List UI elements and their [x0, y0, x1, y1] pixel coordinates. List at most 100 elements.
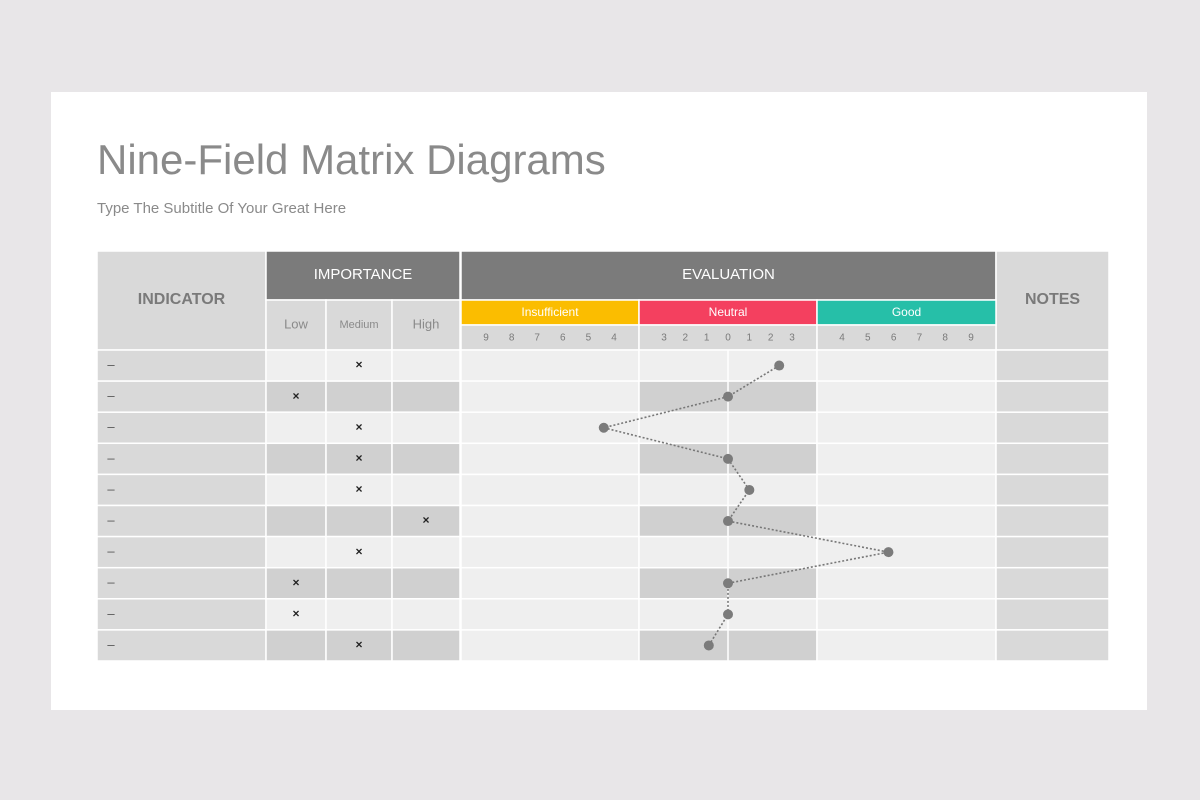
evaluation-cell	[816, 504, 997, 538]
evaluation-cell	[816, 535, 997, 569]
evaluation-point	[703, 640, 714, 651]
evaluation-cell	[816, 442, 997, 476]
importance-cell	[265, 598, 327, 631]
importance-cell	[265, 473, 327, 507]
importance-header-label: IMPORTANCE	[314, 266, 413, 283]
importance-mark: ×	[355, 638, 362, 652]
importance-mark: ×	[292, 607, 299, 621]
importance-cell	[391, 473, 461, 507]
tick-label: 9	[483, 333, 489, 344]
importance-header	[265, 250, 461, 301]
importance-mark: ×	[355, 451, 362, 465]
importance-mark: ×	[355, 482, 362, 496]
evaluation-cell	[816, 349, 997, 382]
level-label: High	[413, 316, 440, 331]
evaluation-cell	[816, 598, 997, 631]
evaluation-point	[723, 391, 733, 402]
importance-cell	[325, 349, 393, 382]
title: Nine-Field Matrix Diagrams	[97, 136, 606, 183]
notes-cell	[995, 535, 1110, 569]
evaluation-point	[598, 422, 609, 433]
tick-label: 1	[747, 333, 753, 344]
importance-cell	[265, 535, 327, 569]
tick-label: 7	[534, 333, 540, 344]
indicator-cell	[96, 504, 267, 538]
notes-cell	[995, 598, 1110, 631]
importance-cell	[325, 566, 393, 600]
tick-label: 3	[789, 333, 795, 344]
evaluation-point	[723, 453, 733, 464]
section-band	[816, 299, 997, 326]
importance-mark: ×	[355, 420, 362, 434]
indicator-cell	[96, 535, 267, 569]
tick-label: 5	[586, 333, 592, 344]
evaluation-cell	[816, 380, 997, 413]
evaluation-cell	[460, 504, 640, 538]
importance-cell	[325, 411, 393, 445]
importance-cell	[325, 535, 393, 569]
level-label: Low	[284, 316, 308, 331]
subtitle: Type The Subtitle Of Your Great Here	[97, 200, 346, 217]
evaluation-cell	[460, 411, 640, 445]
indicator-text: –	[107, 512, 115, 527]
evaluation-point	[723, 516, 733, 527]
notes-cell	[995, 629, 1110, 662]
evaluation-cell	[460, 473, 640, 507]
importance-cell	[265, 504, 327, 538]
tick-label: 6	[891, 333, 897, 344]
tick-label: 1	[704, 333, 710, 344]
evaluation-cell	[460, 566, 640, 600]
indicator-text: –	[107, 388, 115, 403]
notes-cell	[995, 473, 1110, 507]
notes-cell	[995, 411, 1110, 445]
evaluation-cell	[460, 380, 640, 413]
section-band	[638, 299, 818, 326]
tick-label: 6	[560, 333, 566, 344]
evaluation-cell	[460, 629, 640, 662]
indicator-cell	[96, 629, 267, 662]
tick-label: 4	[611, 333, 617, 344]
evaluation-line	[603, 364, 889, 646]
section-label: Insufficient	[521, 305, 579, 319]
importance-cell	[391, 442, 461, 476]
evaluation-point	[883, 547, 894, 558]
indicator-text: –	[107, 450, 115, 465]
level-label: Medium	[339, 319, 378, 331]
importance-cell	[265, 380, 327, 413]
notes-cell	[995, 504, 1110, 538]
indicator-header	[96, 250, 267, 351]
notes-cell	[995, 349, 1110, 382]
tick-label: 2	[768, 333, 774, 344]
importance-cell	[391, 629, 461, 662]
evaluation-cell	[816, 629, 997, 662]
tick-row	[460, 324, 640, 351]
tick-label: 2	[683, 333, 689, 344]
importance-cell	[391, 598, 461, 631]
tick-label: 3	[661, 333, 667, 344]
matrix-table: INDICATOR IMPORTANCE Low Medium High EVALUATI…	[96, 250, 1110, 662]
importance-mark: ×	[355, 358, 362, 372]
indicator-cell	[96, 442, 267, 476]
indicator-text: –	[107, 575, 115, 590]
tick-label: 5	[865, 333, 871, 344]
tick-label: 8	[509, 333, 515, 344]
importance-cell	[265, 442, 327, 476]
section-label: Good	[892, 305, 921, 319]
evaluation-cell	[460, 598, 640, 631]
importance-cell	[325, 504, 393, 538]
evaluation-cell	[460, 535, 640, 569]
indicator-cell	[96, 566, 267, 600]
evaluation-point	[744, 484, 755, 495]
indicator-cell	[96, 349, 267, 382]
importance-cell	[265, 629, 327, 662]
indicator-text: –	[107, 637, 115, 652]
indicator-text: –	[107, 544, 115, 559]
importance-mark: ×	[355, 544, 362, 558]
importance-mark: ×	[292, 389, 299, 403]
importance-cell	[391, 349, 461, 382]
evaluation-cell	[816, 411, 997, 445]
tick-label: 7	[917, 333, 923, 344]
evaluation-cell	[460, 442, 640, 476]
tick-label: 9	[968, 333, 974, 344]
